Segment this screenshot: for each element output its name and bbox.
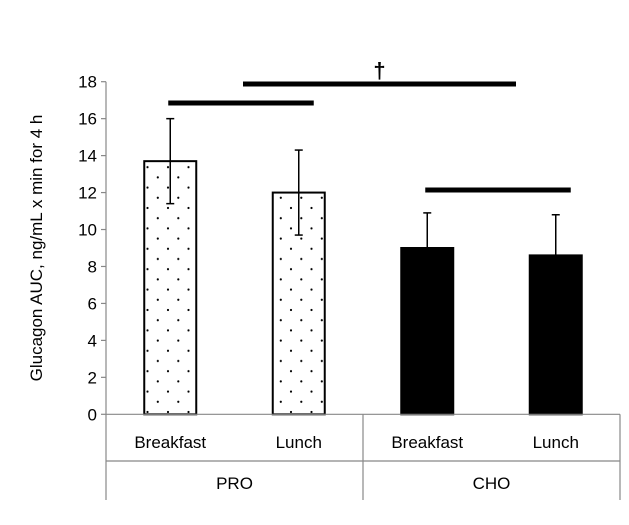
- y-tick-label: 16: [78, 110, 97, 129]
- x-category-label: Breakfast: [134, 433, 206, 452]
- x-category-label: Lunch: [276, 433, 322, 452]
- y-tick-label: 2: [88, 368, 97, 387]
- x-group-label: CHO: [473, 474, 511, 493]
- significance-marker: †: [373, 58, 385, 83]
- y-tick-label: 0: [88, 405, 97, 424]
- y-tick-label: 18: [78, 73, 97, 92]
- y-tick-label: 4: [88, 331, 97, 350]
- y-tick-label: 6: [88, 294, 97, 313]
- x-category-label: Breakfast: [391, 433, 463, 452]
- y-tick-label: 10: [78, 221, 97, 240]
- y-tick-label: 12: [78, 184, 97, 203]
- x-group-label: PRO: [216, 474, 253, 493]
- x-category-label: Lunch: [533, 433, 579, 452]
- y-tick-label: 14: [78, 147, 97, 166]
- y-tick-label: 8: [88, 257, 97, 276]
- y-axis-label: Glucagon AUC, ng/mL x min for 4 h: [27, 115, 46, 382]
